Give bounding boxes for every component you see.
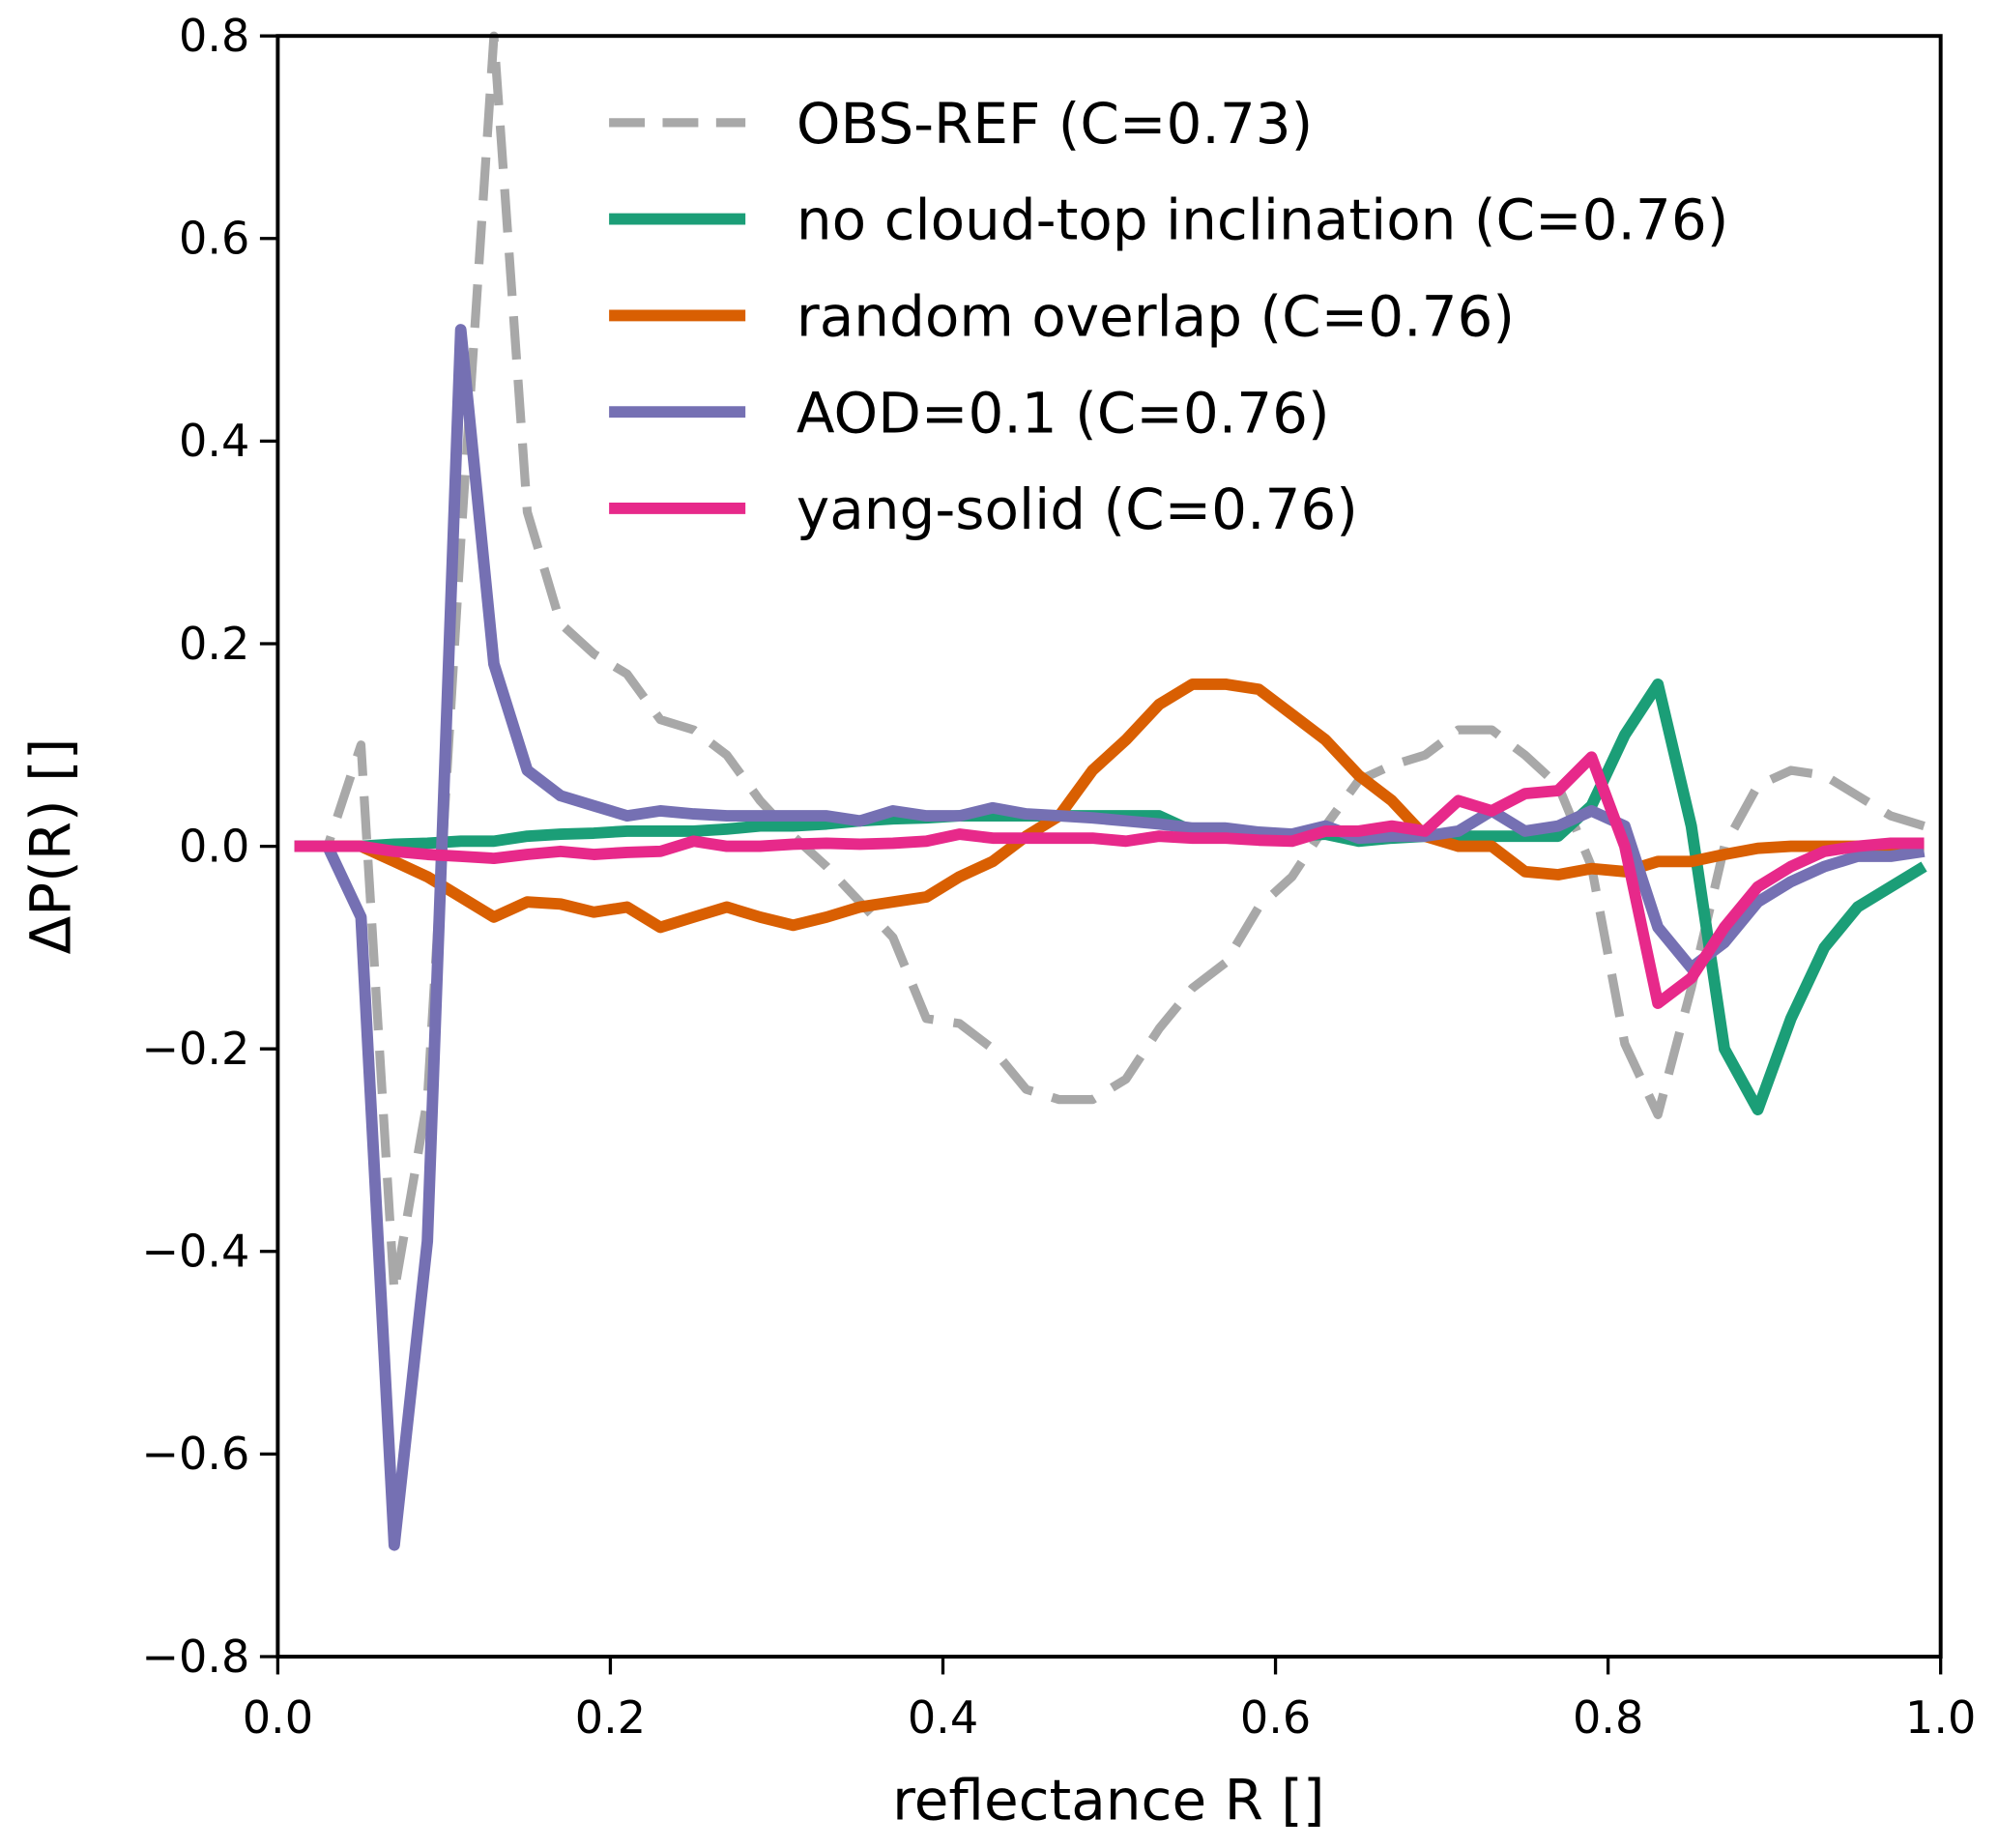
legend-label-3: AOD=0.1 (C=0.76) bbox=[796, 380, 1330, 446]
y-tick-label: 0.8 bbox=[179, 10, 249, 62]
series-line-0 bbox=[294, 31, 1926, 1297]
series-line-4 bbox=[294, 751, 1925, 1009]
x-tick-label: 1.0 bbox=[1905, 1691, 1976, 1744]
y-tick-label: 0.0 bbox=[179, 820, 249, 872]
series-line-2 bbox=[294, 678, 1925, 934]
x-tick-label: 0.6 bbox=[1240, 1691, 1311, 1744]
x-tick-label: 0.0 bbox=[243, 1691, 313, 1744]
y-axis-label: ΔP(R) [] bbox=[18, 738, 84, 955]
y-tick-label: 0.4 bbox=[179, 415, 249, 467]
y-tick-label: −0.2 bbox=[141, 1023, 249, 1075]
y-tick-label: 0.2 bbox=[179, 618, 249, 670]
x-axis-label: reflectance R [] bbox=[892, 1768, 1324, 1834]
y-tick-label: −0.4 bbox=[141, 1226, 249, 1278]
y-tick-label: −0.8 bbox=[141, 1631, 249, 1683]
x-tick-label: 0.2 bbox=[575, 1691, 646, 1744]
y-tick-label: −0.6 bbox=[141, 1428, 249, 1480]
series-layer bbox=[294, 31, 1927, 1551]
y-tick-label: 0.6 bbox=[179, 213, 249, 265]
x-tick-label: 0.8 bbox=[1573, 1691, 1643, 1744]
series-line-3 bbox=[294, 324, 1926, 1551]
legend-label-4: yang-solid (C=0.76) bbox=[796, 476, 1358, 542]
x-tick-label: 0.4 bbox=[908, 1691, 978, 1744]
legend-label-1: no cloud-top inclination (C=0.76) bbox=[796, 188, 1728, 253]
legend: OBS-REF (C=0.73) no cloud-top inclination… bbox=[609, 91, 1728, 542]
legend-label-0: OBS-REF (C=0.73) bbox=[796, 91, 1313, 157]
legend-label-2: random overlap (C=0.76) bbox=[796, 284, 1515, 350]
ticks-layer: 0.0 0.2 0.4 0.6 0.8 1.0 −0.8 −0.6 −0.4 −0.2 0.0 0.2… bbox=[141, 10, 1976, 1744]
